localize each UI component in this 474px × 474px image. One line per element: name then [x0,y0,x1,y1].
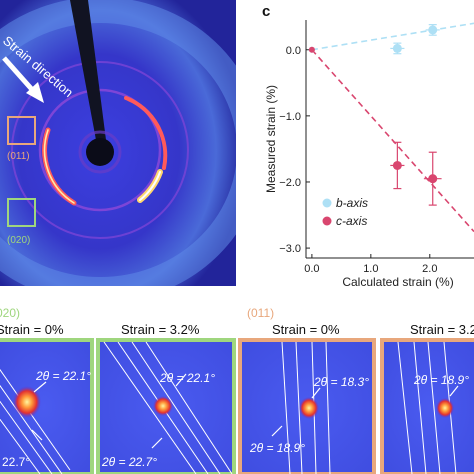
x-tick-label: 0.0 [304,263,319,275]
arc-left-core [43,129,75,204]
panel-4-strain: Strain = 3.2 [410,322,474,337]
x-tick-label: 2.0 [422,263,437,275]
panel-3: (011) Strain = 0% 2θ = 18.3° 2θ = 18.9° [238,306,376,474]
trend-line-0 [311,22,474,51]
beamstop-halo [78,130,122,174]
trend-lines [311,22,474,233]
chart-c: 0.0 −1.0 −2.0 −3.0 0.0 1.0 2.0 Measured strai… [264,20,474,289]
bottom-panels: (020) Strain = 0% 2θ = 22.1° 22.7° Strai… [0,306,474,474]
panel-3-strain: Strain = 0% [272,322,340,337]
legend-label-b: b-axis [336,196,368,210]
legend-label-c: c-axis [336,214,367,228]
box-011 [7,116,36,145]
box-label-020: (020) [7,235,30,246]
box-020 [7,198,36,227]
x-axis-label: Calculated strain (%) [342,275,453,289]
panel-2-angle-bottom: 2θ = 22.7° [101,455,157,469]
data-points [308,24,442,206]
y-ticks: 0.0 −1.0 −2.0 −3.0 [279,45,310,255]
data-point-c-axis [392,160,402,170]
panel-4-spot [436,398,454,418]
panel-4: Strain = 3.2 2θ = 18.9° [380,322,474,474]
panel-2-spot [153,396,173,416]
diffraction-image: Strain direction (011) (020) [0,0,236,286]
panel-1: (020) Strain = 0% 2θ = 22.1° 22.7° [0,306,94,474]
x-ticks: 0.0 1.0 2.0 [304,254,437,275]
panel-1-reflection: (020) [0,306,20,320]
box-label-011: (011) [7,151,30,162]
data-point-c-axis [428,174,438,184]
y-tick-label: 0.0 [286,45,301,57]
legend-swatch-b [322,198,332,208]
data-point-c-axis [308,46,315,53]
beamstop-arm [70,0,106,140]
legend-swatch-c [322,216,332,226]
ring-inner [38,88,162,212]
data-point-b-axis [392,43,402,53]
data-point-b-axis [428,25,438,35]
legend: b-axis c-axis [322,196,368,228]
panel-2-strain: Strain = 3.2% [121,322,200,337]
y-tick-label: −1.0 [279,111,301,123]
y-tick-label: −3.0 [279,243,301,255]
panel-4-frame [380,338,474,474]
panel-3-reflection: (011) [247,306,274,320]
panel-1-lines [0,368,71,474]
panel-1-strain: Strain = 0% [0,322,64,337]
panel-letter: c [262,3,270,20]
y-tick-label: −2.0 [279,177,301,189]
panel-1-spot [13,386,41,418]
panel-3-angle-bottom: 2θ = 18.9° [249,441,305,455]
x-tick-label: 1.0 [363,263,378,275]
panel-1-angle-top: 2θ = 22.1° [35,369,91,383]
arc-right-lower-core [139,171,161,201]
trend-line-1 [311,49,474,233]
outer-halo [0,0,236,286]
panel-3-angle-top: 2θ = 18.3° [313,375,369,389]
arc-right-upper [124,96,168,170]
panel-3-spot [299,397,319,419]
y-axis-label: Measured strain (%) [264,85,278,193]
beamstop [86,138,114,166]
panel-2: Strain = 3.2% 2θ = 22.1° 2θ = 22.7° [96,322,236,474]
panel-4-angle-top: 2θ = 18.9° [413,373,469,387]
strain-direction-arrow [2,56,44,103]
panel-1-angle-bottom: 22.7° [2,455,30,469]
ring-outer [11,61,189,239]
panel-2-angle-top: 2θ = 22.1° [159,371,215,385]
